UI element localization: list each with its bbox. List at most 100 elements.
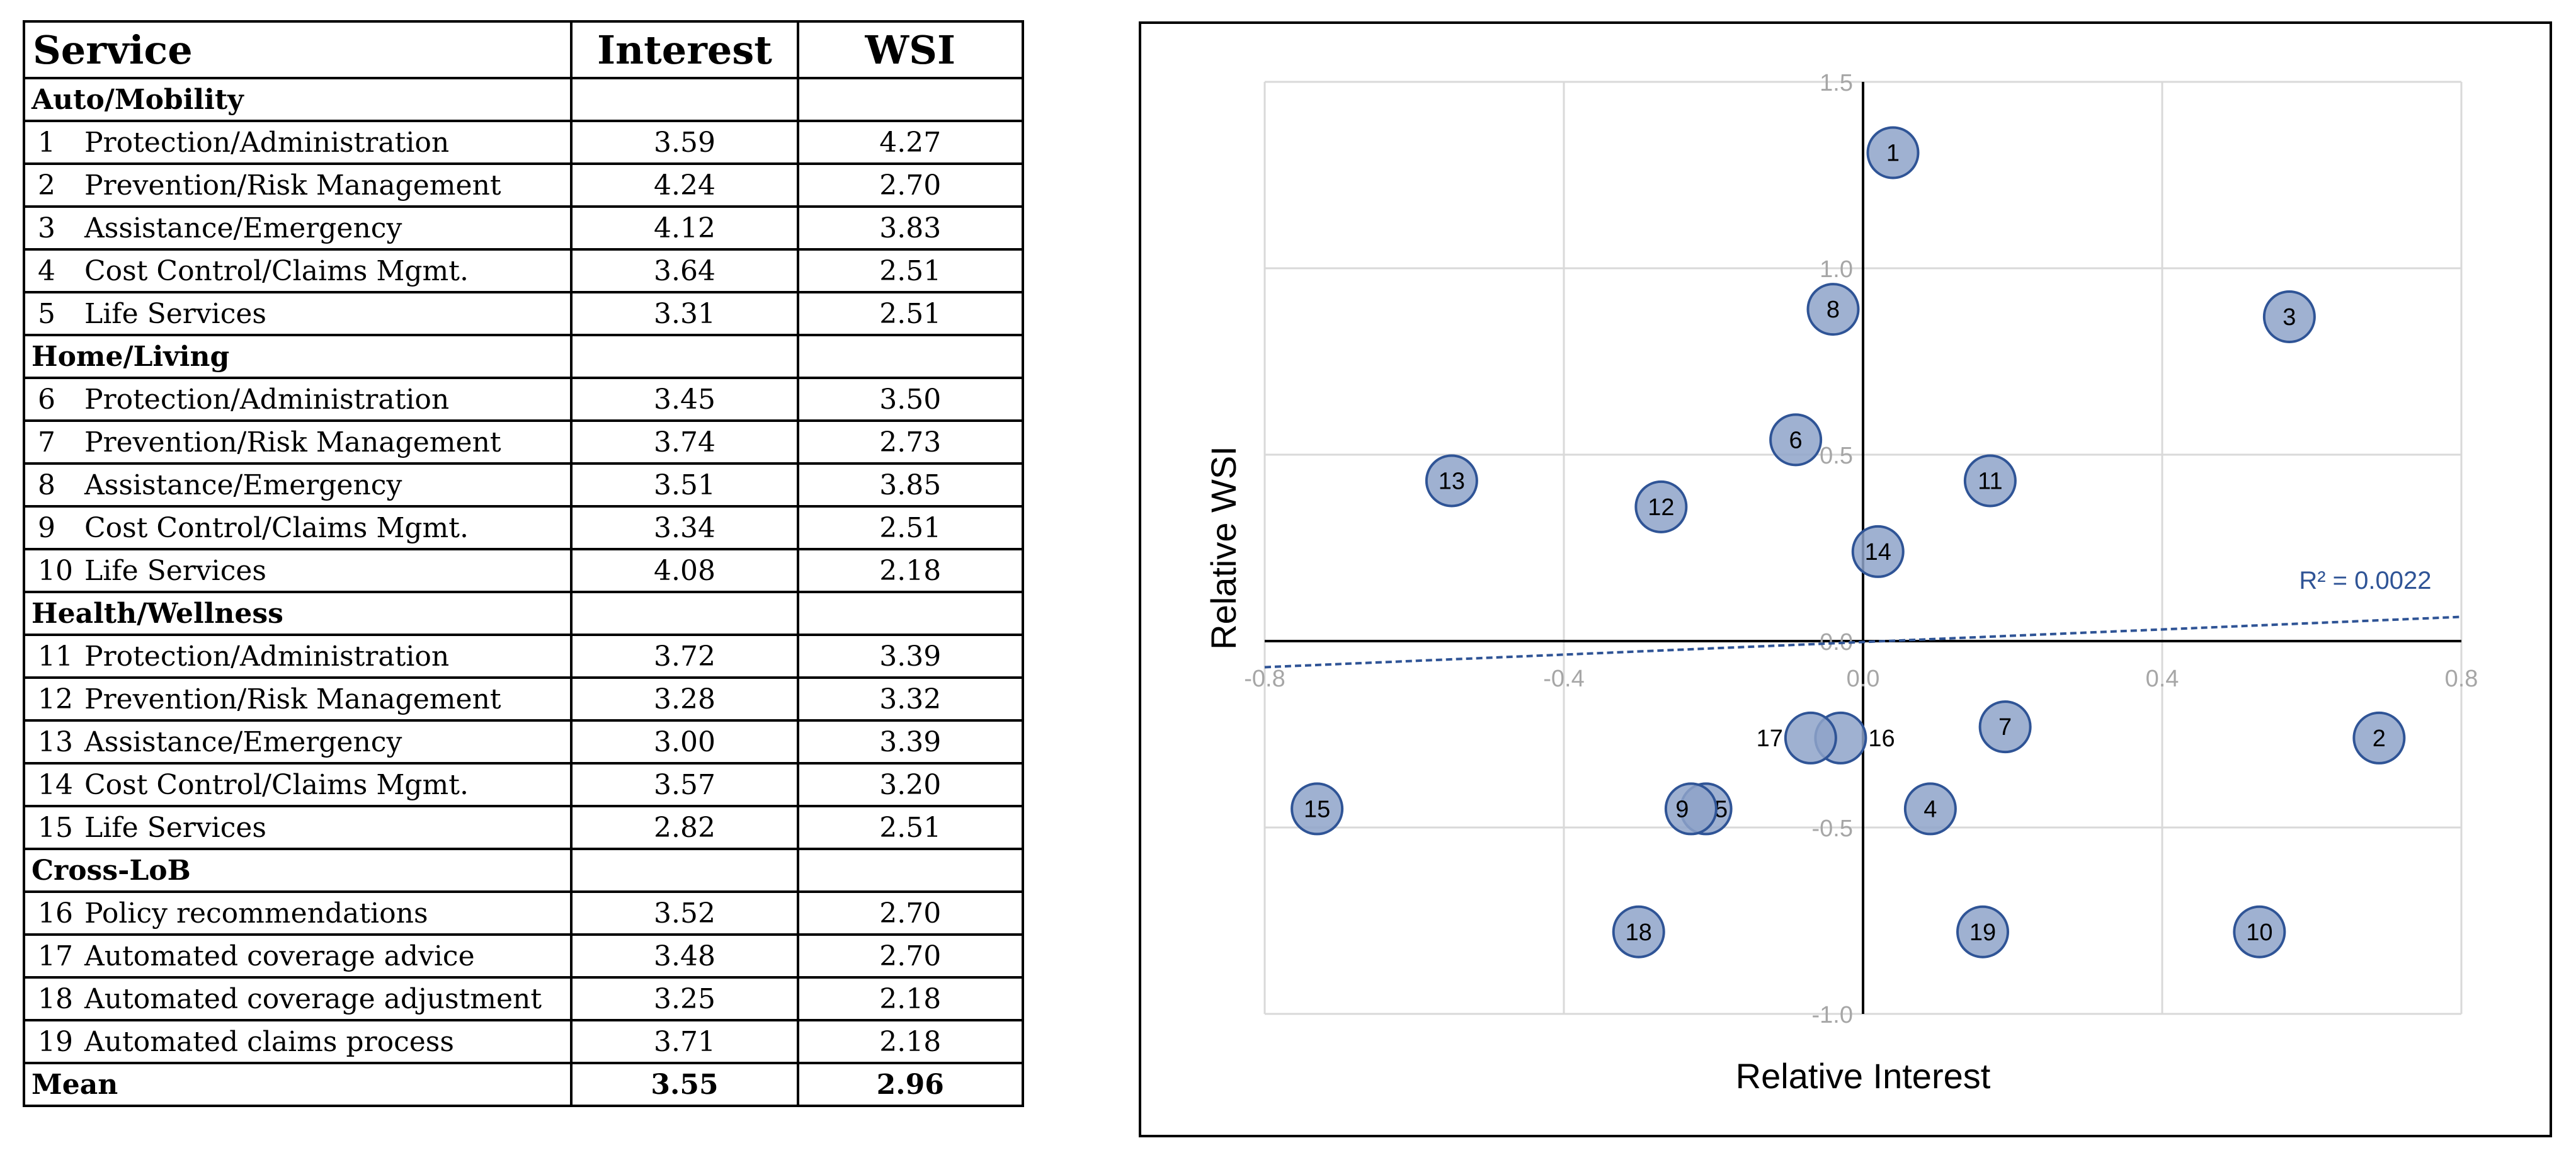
data-point-1 <box>1866 126 1920 179</box>
service-name: Prevention/Risk Management <box>84 169 501 202</box>
service-cell: 9 Cost Control/Claims Mgmt. <box>22 505 573 550</box>
interest-cell: 3.34 <box>570 505 799 550</box>
wsi-cell: 3.83 <box>796 205 1025 251</box>
scatter-chart: -0.8 -0.4 0.0 0.4 0.8 -1.0 -0.5 0.0 0.5 1.0 1.5 R² … <box>1204 70 2478 1096</box>
table-row: 16 Policy recommendations 3.52 2.70 <box>22 890 1025 936</box>
data-point-19 <box>1956 905 2009 958</box>
interest-cell: 4.08 <box>570 548 799 593</box>
service-name: Assistance/Emergency <box>84 725 402 758</box>
service-name: Cost Control/Claims Mgmt. <box>84 511 469 544</box>
table-row: 13 Assistance/Emergency 3.00 3.39 <box>22 719 1025 765</box>
mean-wsi: 2.96 <box>796 1062 1025 1107</box>
interest-cell: 3.48 <box>570 933 799 979</box>
interest-cell: 4.12 <box>570 205 799 251</box>
service-number: 11 <box>38 640 73 673</box>
service-number: 9 <box>38 511 55 544</box>
service-name: Life Services <box>84 811 267 844</box>
data-point-label-3: 3 <box>2282 304 2296 331</box>
group-empty-cell <box>796 848 1025 893</box>
group-row: Health/Wellness <box>22 591 1025 636</box>
interest-cell: 3.71 <box>570 1019 799 1064</box>
service-name: Protection/Administration <box>84 383 450 416</box>
data-point-11 <box>1963 454 2017 508</box>
service-cell: 14 Cost Control/Claims Mgmt. <box>22 762 573 807</box>
service-number: 4 <box>38 254 55 287</box>
wsi-cell: 2.70 <box>796 890 1025 936</box>
table-body: Auto/Mobility 1 Protection/Administration 3… <box>22 77 1025 1107</box>
data-point-2 <box>2352 711 2406 765</box>
interest-cell: 3.52 <box>570 890 799 936</box>
data-point-label-4: 4 <box>1923 796 1937 822</box>
service-cell: 8 Assistance/Emergency <box>22 462 573 508</box>
wsi-cell: 2.51 <box>796 291 1025 336</box>
mean-label: Mean <box>22 1062 573 1107</box>
wsi-cell: 2.73 <box>796 419 1025 465</box>
data-point-label-9: 9 <box>1675 796 1689 822</box>
data-point-label-17: 17 <box>1757 725 1783 752</box>
service-number: 6 <box>38 383 55 416</box>
service-name: Protection/Administration <box>84 640 450 673</box>
table-row: 2 Prevention/Risk Management 4.24 2.70 <box>22 162 1025 208</box>
table-row: 18 Automated coverage adjustment 3.25 2.18 <box>22 976 1025 1021</box>
table-row: 1 Protection/Administration 3.59 4.27 <box>22 120 1025 165</box>
service-name: Automated coverage adjustment <box>84 982 542 1015</box>
service-number: 3 <box>38 212 55 244</box>
table-row: 11 Protection/Administration 3.72 3.39 <box>22 634 1025 679</box>
table-row: 6 Protection/Administration 3.45 3.50 <box>22 377 1025 422</box>
service-number: 8 <box>38 469 55 501</box>
table-row: 5 Life Services 3.31 2.51 <box>22 291 1025 336</box>
data-point-label-2: 2 <box>2373 725 2386 752</box>
data-point-17 <box>1784 711 1837 765</box>
wsi-cell: 2.70 <box>796 933 1025 979</box>
data-point-label-16: 16 <box>1868 725 1895 752</box>
table-row: 12 Prevention/Risk Management 3.28 3.32 <box>22 676 1025 722</box>
service-number: 7 <box>38 426 55 458</box>
group-empty-cell <box>796 591 1025 636</box>
wsi-cell: 2.18 <box>796 548 1025 593</box>
group-empty-cell <box>796 334 1025 379</box>
service-name: Policy recommendations <box>84 897 428 930</box>
data-point-8 <box>1806 283 1860 336</box>
interest-cell: 3.25 <box>570 976 799 1021</box>
data-point-label-10: 10 <box>2246 919 2272 946</box>
wsi-cell: 3.50 <box>796 377 1025 422</box>
x-tick-label: -0.8 <box>1244 666 1285 692</box>
service-name: Cost Control/Claims Mgmt. <box>84 254 469 287</box>
y-tick-label: 0.5 <box>1820 443 1853 469</box>
services-table-container: Service Interest WSI Auto/Mobility 1 Prote… <box>22 20 1025 1107</box>
data-point-label-14: 14 <box>1865 539 1891 566</box>
service-number: 13 <box>38 725 73 758</box>
service-number: 15 <box>38 811 73 844</box>
table-header-row: Service Interest WSI <box>22 20 1025 79</box>
service-cell: 13 Assistance/Emergency <box>22 719 573 765</box>
wsi-cell: 2.51 <box>796 505 1025 550</box>
wsi-cell: 2.18 <box>796 1019 1025 1064</box>
service-cell: 15 Life Services <box>22 805 573 850</box>
data-point-12 <box>1634 480 1688 533</box>
data-point-4 <box>1903 782 1957 836</box>
service-name: Automated coverage advice <box>84 940 475 972</box>
interest-cell: 3.64 <box>570 248 799 293</box>
data-point-label-1: 1 <box>1886 140 1900 166</box>
trendline <box>1264 615 2462 669</box>
data-point-7 <box>1978 700 2032 754</box>
wsi-cell: 3.20 <box>796 762 1025 807</box>
wsi-cell: 2.51 <box>796 248 1025 293</box>
data-point-label-6: 6 <box>1789 427 1803 453</box>
wsi-cell: 2.70 <box>796 162 1025 208</box>
service-number: 18 <box>38 982 73 1015</box>
service-cell: 2 Prevention/Risk Management <box>22 162 573 208</box>
table-row: 10 Life Services 4.08 2.18 <box>22 548 1025 593</box>
data-point-3 <box>2262 290 2316 343</box>
y-tick-label: 1.0 <box>1820 256 1853 283</box>
wsi-cell: 2.51 <box>796 805 1025 850</box>
wsi-cell: 3.39 <box>796 634 1025 679</box>
group-row: Cross-LoB <box>22 848 1025 893</box>
data-point-label-11: 11 <box>1978 468 2002 494</box>
table-row: 8 Assistance/Emergency 3.51 3.85 <box>22 462 1025 508</box>
x-tick-label: -0.4 <box>1543 666 1584 692</box>
y-tick-label: -1.0 <box>1812 1002 1853 1028</box>
y-tick-label: 0.0 <box>1820 629 1853 656</box>
x-tick-label: 0.4 <box>2146 666 2179 692</box>
interest-cell: 3.28 <box>570 676 799 722</box>
